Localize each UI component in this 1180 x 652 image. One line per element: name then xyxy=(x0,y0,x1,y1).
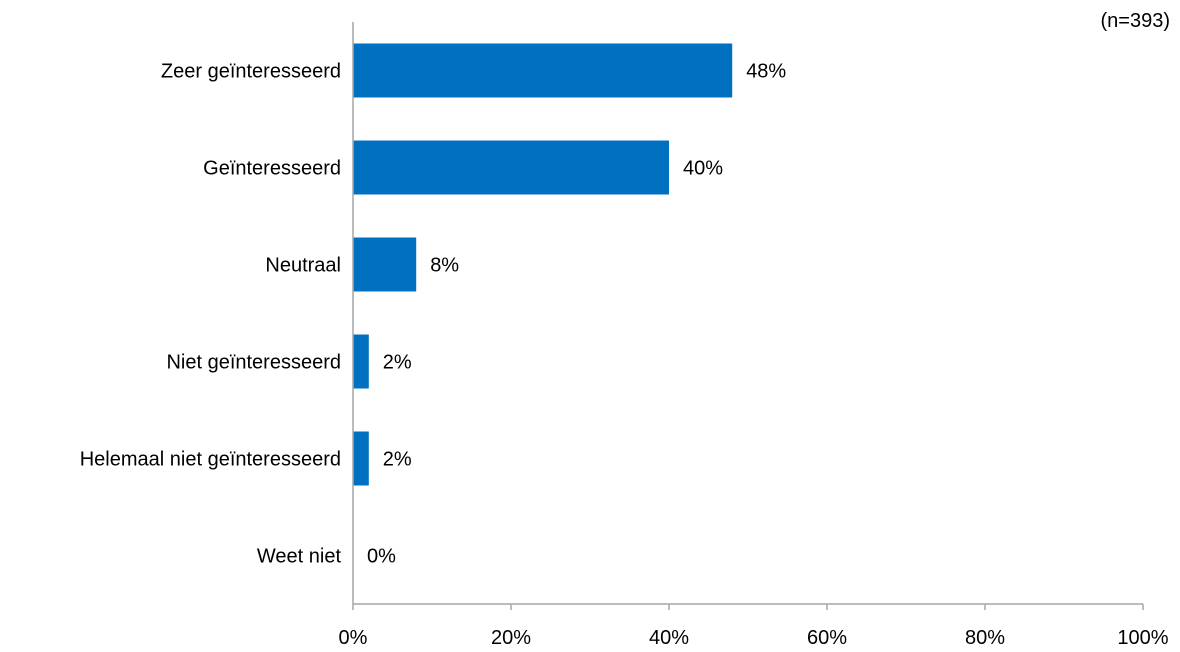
category-label: Helemaal niet geïnteresseerd xyxy=(80,449,341,471)
value-label: 0% xyxy=(367,546,396,568)
x-tick-label: 100% xyxy=(1117,627,1168,649)
x-tick-label: 60% xyxy=(807,627,847,649)
category-label: Geïnteresseerd xyxy=(203,158,341,180)
value-label: 2% xyxy=(383,449,412,471)
bar xyxy=(353,334,369,389)
category-label: Niet geïnteresseerd xyxy=(166,352,341,374)
category-label: Weet niet xyxy=(257,546,342,568)
x-tick-label: 40% xyxy=(649,627,689,649)
sample-size-note: (n=393) xyxy=(1100,10,1171,32)
value-label: 48% xyxy=(746,61,786,83)
bar xyxy=(353,140,669,195)
x-tick-label: 20% xyxy=(491,627,531,649)
value-label: 40% xyxy=(683,158,723,180)
x-tick-label: 80% xyxy=(965,627,1005,649)
category-label: Neutraal xyxy=(265,255,341,277)
bar xyxy=(353,43,733,98)
x-tick-label: 0% xyxy=(339,627,368,649)
bar xyxy=(353,237,417,292)
value-label: 2% xyxy=(383,352,412,374)
value-label: 8% xyxy=(430,255,459,277)
category-label: Zeer geïnteresseerd xyxy=(161,61,341,83)
bar xyxy=(353,431,369,486)
